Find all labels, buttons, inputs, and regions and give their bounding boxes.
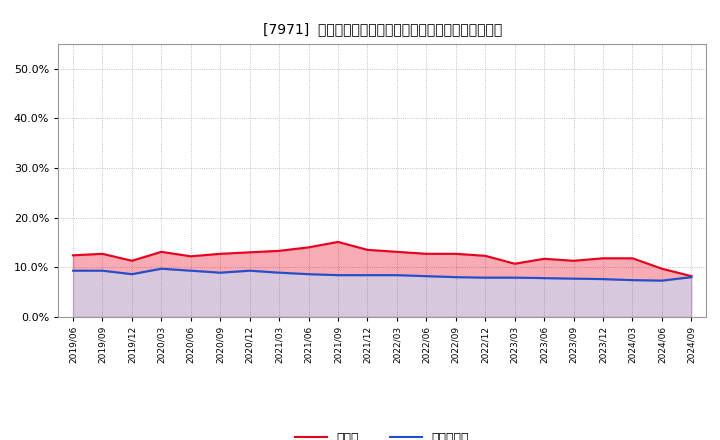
有利子負債 [246,268,254,273]
現道金 [68,253,77,258]
Line: 有利子負債: 有利子負債 [73,269,691,281]
有利子負債 [392,272,401,278]
有利子負債 [481,275,490,280]
有利子負債 [275,270,284,275]
有利子負債 [98,268,107,273]
有利子負債 [657,278,666,283]
有利子負債 [570,276,578,281]
有利子負債 [599,276,608,282]
有利子負債 [127,271,136,277]
有利子負債 [68,268,77,273]
現道金 [510,261,519,266]
現道金 [687,274,696,279]
Legend: 現道金, 有利子負債: 現道金, 有利子負債 [290,427,474,440]
現道金 [540,256,549,261]
有利子負債 [451,275,460,280]
現道金 [481,253,490,258]
有利子負債 [216,270,225,275]
現道金 [216,251,225,257]
Line: 現道金: 現道金 [73,242,691,276]
現道金 [246,249,254,255]
現道金 [570,258,578,264]
現道金 [422,251,431,257]
有利子負債 [510,275,519,280]
有利子負債 [687,275,696,280]
現道金 [392,249,401,254]
有利子負債 [363,272,372,278]
現道金 [98,251,107,257]
現道金 [305,245,313,250]
現道金 [333,239,342,245]
有利子負債 [422,274,431,279]
現道金 [186,253,195,259]
現道金 [657,266,666,271]
有利子負債 [540,275,549,281]
有利子負債 [157,266,166,271]
現道金 [451,251,460,257]
有利子負債 [186,268,195,273]
Title: [7971]  現道金、有利子負債の総資産に対する比率の推移: [7971] 現道金、有利子負債の総資産に対する比率の推移 [263,22,502,36]
現道金 [157,249,166,254]
有利子負債 [333,272,342,278]
現道金 [599,256,608,261]
有利子負債 [628,278,636,283]
現道金 [275,248,284,253]
現道金 [127,258,136,264]
現道金 [363,247,372,253]
現道金 [628,256,636,261]
有利子負債 [305,271,313,277]
